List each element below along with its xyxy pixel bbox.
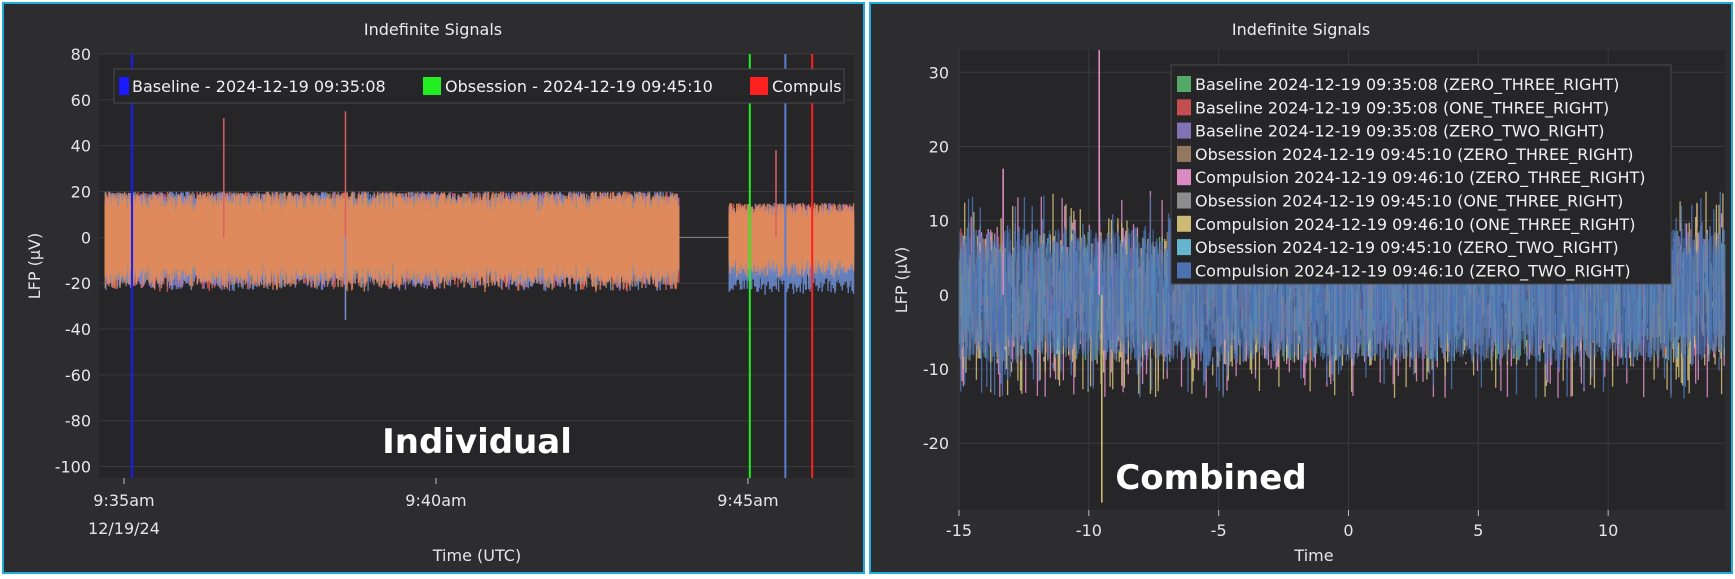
x-tick-label: 5 [1473,521,1483,540]
legend-label: Baseline 2024-12-19 09:35:08 (ZERO_TWO_R… [1195,122,1604,142]
x-axis-label: Time (UTC) [432,546,521,565]
y-axis-label: LFP (µV) [25,233,44,299]
legend-clip: Compulsion - 2024-12-19 09:46:10 [772,77,863,96]
y-tick-label: -20 [923,434,949,453]
legend-swatch [1177,122,1191,139]
legend-label: Compulsion 2024-12-19 09:46:10 (ZERO_THR… [1195,168,1646,188]
y-tick-label: 60 [71,91,91,110]
legend-swatch [1177,76,1191,92]
legend-label-obsession: Obsession - 2024-12-19 09:45:10 [445,77,713,96]
x-tick-label: 9:35am [93,491,154,510]
legend-swatch [1177,262,1191,279]
y-tick-label: -10 [923,360,949,379]
y-tick-label: 0 [81,228,91,247]
event-markers [131,54,814,478]
y-tick-label: -20 [65,274,91,293]
legend-label: Baseline 2024-12-19 09:35:08 (ZERO_THREE… [1195,75,1619,95]
legend-swatch [1177,169,1191,186]
overlay-label-individual: Individual [382,422,572,462]
legend: Baseline - 2024-12-19 09:35:08 Obsession… [113,68,863,104]
y-tick-label: -60 [65,366,91,385]
legend-label-baseline: Baseline - 2024-12-19 09:35:08 [132,77,386,96]
y-tick-label: 40 [71,137,91,156]
x-tick-label: -5 [1211,521,1227,540]
x-tick-label: 9:45am [717,491,778,510]
legend-swatch [1177,215,1191,232]
individual-chart-panel: Indefinite Signals 80 60 40 20 0 -20 -40 -60 -80… [2,2,865,574]
legend-label: Obsession 2024-12-19 09:45:10 (ZERO_THRE… [1195,145,1634,165]
y-axis-label: LFP (µV) [892,247,911,313]
y-tick-label: 0 [939,286,949,305]
legend-label: Compulsion 2024-12-19 09:46:10 (ONE_THRE… [1195,215,1635,235]
y-tick-label: 80 [71,45,91,64]
legend-label-compulsion: Compulsion - 2024-12-19 09:46:10 [772,77,863,96]
legend-swatch [1177,99,1191,116]
y-tick-label: -80 [65,412,91,431]
y-tick-label: -100 [55,458,91,477]
chart-title: Indefinite Signals [1232,20,1370,39]
combined-chart-panel: Indefinite Signals 30 20 10 0 -10 -20 -15 -10 -… [869,2,1733,574]
legend-box [113,68,845,104]
x-tick-label: 10 [1598,521,1618,540]
chart-title: Indefinite Signals [364,20,502,39]
overlay-label-combined: Combined [1115,458,1306,498]
x-tick-label: -10 [1076,521,1102,540]
y-tick-label: 20 [71,183,91,202]
y-tick-label: 20 [929,137,949,156]
legend-swatch [1177,145,1191,162]
x-tick-label: 0 [1343,521,1353,540]
y-tick-label: -40 [65,320,91,339]
legend-swatch [1177,192,1191,209]
y-tick-label: 30 [929,63,949,82]
signal-trace [104,191,680,292]
y-tick-label: 10 [929,212,949,231]
combined-chart: Indefinite Signals 30 20 10 0 -10 -20 -15 -10 -… [892,20,1726,565]
signal-traces [104,111,855,330]
x-tick-label: -15 [946,521,972,540]
x-axis-label: Time [1293,546,1333,565]
legend-label: Baseline 2024-12-19 09:35:08 (ONE_THREE_… [1195,98,1609,118]
individual-chart: Indefinite Signals 80 60 40 20 0 -20 -40 -60 -80… [25,20,863,565]
legend-label: Obsession 2024-12-19 09:45:10 (ZERO_TWO_… [1195,238,1619,258]
legend-label: Compulsion 2024-12-19 09:46:10 (ZERO_TWO… [1195,261,1631,281]
legend-label: Obsession 2024-12-19 09:45:10 (ONE_THREE… [1195,192,1623,212]
legend-swatch-obsession [423,77,441,95]
x-tick-label: 9:40am [405,491,466,510]
legend-swatch-compulsion [750,77,768,95]
legend-box [1170,64,1672,285]
legend-swatch-baseline [119,77,129,95]
x-tick-sublabel: 12/19/24 [88,519,160,538]
legend: Baseline 2024-12-19 09:35:08 (ZERO_THREE… [1170,64,1672,285]
legend-swatch [1177,239,1191,256]
